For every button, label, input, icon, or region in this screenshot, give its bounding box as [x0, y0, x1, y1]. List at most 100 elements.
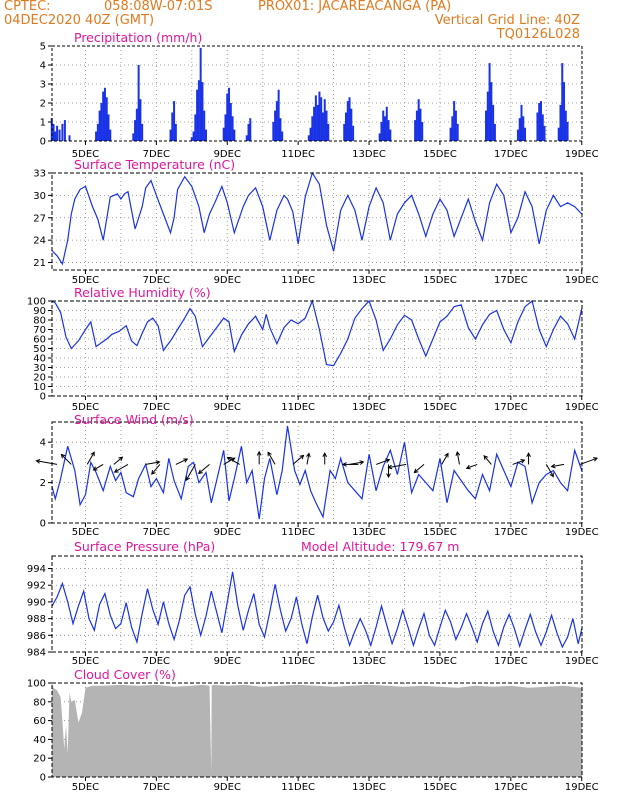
precip-bar: [204, 129, 207, 141]
precip-bar: [320, 97, 323, 141]
xtick-label: 7DEC: [143, 527, 170, 538]
xtick-label: 17DEC: [494, 149, 528, 160]
wind-arrow: [341, 462, 359, 467]
precip-bar: [382, 110, 385, 141]
wind-arrow: [465, 463, 478, 470]
panel-2: Surface Temperature (nC) 21 24 27 30 33 5DEC 7D…: [33, 157, 598, 286]
precip-bar: [323, 99, 326, 141]
panel-frame: [51, 421, 583, 524]
ytick-label: 2: [40, 99, 46, 110]
wind-arrow: [92, 463, 104, 471]
precip-bar: [454, 110, 457, 141]
panel-6: Cloud Cover (%) 0 20 40 60 80 100 5DEC 7DEC 9DEC 1…: [27, 667, 599, 793]
wind-arrow: [550, 463, 565, 469]
ytick-label: 990: [27, 597, 46, 608]
xtick-label: 5DEC: [72, 149, 99, 160]
precip-bar: [109, 129, 112, 141]
precip-bar: [343, 123, 346, 141]
xtick-label: 17DEC: [494, 275, 528, 286]
ytick-label: 21: [33, 258, 46, 269]
wind-arrow: [256, 450, 262, 465]
precip-bar: [174, 123, 177, 141]
wind-arrow: [113, 463, 129, 473]
precip-bar: [539, 101, 542, 141]
precip-bar: [541, 114, 544, 141]
xtick-label: 9DEC: [214, 149, 241, 160]
wind-arrow: [198, 464, 210, 475]
precip-bar: [98, 110, 101, 141]
precip-bar: [54, 131, 57, 141]
precip-bar: [314, 95, 317, 141]
precip-bar: [522, 116, 525, 141]
precip-bar: [196, 89, 199, 141]
ytick-label: 0: [40, 392, 46, 403]
series-line: [51, 571, 583, 649]
precip-bar: [492, 104, 495, 141]
precip-bar: [192, 131, 195, 141]
ytick-label: 5: [40, 42, 46, 53]
xtick-label: 5DEC: [72, 656, 99, 667]
precip-bar: [453, 101, 456, 141]
precip-bar: [281, 131, 284, 141]
panel-5: Surface Pressure (hPa) Model Altitude: 17…: [27, 539, 599, 667]
ytick-label: 1: [40, 118, 46, 129]
xtick-label: 9DEC: [214, 656, 241, 667]
precip-bar: [63, 120, 66, 141]
precip-bar: [222, 127, 225, 141]
precip-bar: [485, 110, 488, 141]
wind-arrow: [387, 463, 407, 470]
precip-bar: [201, 82, 204, 141]
panel-title: Surface Wind (m/s): [74, 412, 194, 427]
precip-bar: [524, 127, 527, 141]
precip-bar: [134, 120, 137, 141]
ytick-label: 994: [27, 564, 46, 575]
precip-bar: [316, 104, 319, 141]
xtick-label: 9DEC: [214, 782, 241, 793]
precip-bar: [245, 135, 248, 141]
xtick-label: 11DEC: [281, 402, 315, 413]
series-line: [51, 299, 583, 367]
precip-bar: [229, 103, 232, 141]
xtick-label: 13DEC: [352, 656, 386, 667]
precip-bar: [415, 110, 418, 141]
xtick-label: 9DEC: [214, 527, 241, 538]
panel-frame: [51, 555, 583, 653]
precip-bar: [417, 99, 420, 141]
ytick-label: 100: [27, 679, 46, 690]
precip-bar: [385, 106, 388, 141]
ytick-label: 2: [40, 478, 46, 489]
precip-bar: [456, 123, 459, 141]
ytick-label: 20: [33, 373, 46, 384]
precip-bar: [518, 118, 521, 141]
precip-bar: [318, 91, 321, 141]
xtick-label: 11DEC: [281, 275, 315, 286]
precip-bar: [566, 122, 569, 141]
precip-bar: [536, 112, 539, 141]
xtick-label: 5DEC: [72, 782, 99, 793]
wind-arrow: [113, 456, 124, 465]
wind-arrow: [145, 460, 161, 465]
xtick-label: 15DEC: [423, 402, 457, 413]
precip-bar: [272, 122, 275, 141]
xtick-label: 13DEC: [352, 402, 386, 413]
precip-bar: [277, 89, 280, 141]
precip-bar: [141, 123, 144, 141]
precip-bar: [559, 104, 562, 141]
precip-bar: [231, 116, 234, 141]
panel-4: Surface Wind (m/s) 0 2 4 5DEC 7DEC 9DEC 11DEC 13…: [35, 412, 599, 538]
ytick-label: 10: [33, 382, 46, 393]
precip-bar: [247, 123, 250, 141]
wind-arrow: [579, 457, 599, 465]
xtick-label: 11DEC: [281, 656, 315, 667]
precip-bar: [190, 137, 193, 141]
precip-bar: [321, 112, 324, 141]
wind-arrow: [292, 454, 305, 465]
ytick-label: 40: [33, 354, 46, 365]
xtick-label: 11DEC: [281, 782, 315, 793]
precip-bar: [488, 63, 491, 141]
precip-bar: [561, 63, 564, 141]
panel-frame: [51, 45, 583, 142]
ytick-label: 3: [40, 80, 46, 91]
ytick-label: 50: [33, 344, 46, 355]
precip-bar: [173, 101, 176, 141]
